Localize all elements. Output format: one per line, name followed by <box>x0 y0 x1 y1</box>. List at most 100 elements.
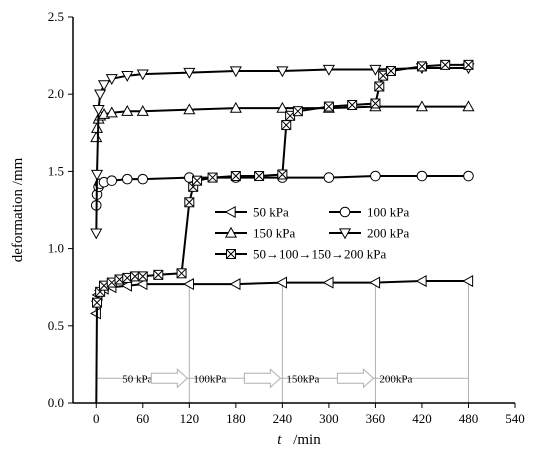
data-point <box>276 66 289 78</box>
series-layer <box>90 59 475 404</box>
legend-entry: 100 kPa <box>329 205 409 220</box>
marker-cross <box>277 169 288 180</box>
data-point <box>136 104 149 116</box>
legend-swatch-marker <box>226 249 236 259</box>
x-axis-title: t /min <box>277 432 321 448</box>
data-point <box>385 66 396 77</box>
data-point <box>277 169 288 180</box>
data-point <box>462 100 475 112</box>
data-point <box>323 101 334 112</box>
marker-cross <box>226 249 236 259</box>
x-tick-label: 120 <box>180 411 200 426</box>
y-tick-label: 1.0 <box>48 241 64 256</box>
marker-cross <box>440 60 451 70</box>
data-point <box>369 276 381 289</box>
data-point <box>415 100 428 112</box>
data-point <box>92 297 103 308</box>
data-point <box>230 171 241 182</box>
stage-arrow <box>150 368 189 389</box>
data-point <box>90 131 103 143</box>
data-point <box>192 175 203 186</box>
marker-cross <box>374 81 385 92</box>
marker-cross <box>417 61 427 72</box>
legend-label: 50 kPa <box>253 205 289 220</box>
axes: 0 60 120 180 240 300 360 420 480 540 0.0 0.5 1.0 1.5 2… <box>48 9 525 426</box>
data-point <box>229 101 242 113</box>
marker-cross <box>230 171 241 181</box>
legend-label: 200 kPa <box>367 226 409 241</box>
marker-cross <box>184 197 195 208</box>
y-tick-label: 2.5 <box>48 9 64 24</box>
marker-cross <box>153 269 164 280</box>
data-point <box>153 269 164 280</box>
marker-cross <box>192 175 202 186</box>
marker-cross <box>463 60 474 70</box>
data-point <box>183 67 196 79</box>
legend-swatch-marker <box>339 206 351 218</box>
marker-cross <box>176 268 187 279</box>
y-tick-label: 2.0 <box>48 86 64 101</box>
legend-entry: 200 kPa <box>329 226 409 241</box>
marker-cross <box>347 100 358 110</box>
marker-cross <box>281 120 292 130</box>
data-point <box>347 100 358 111</box>
x-tick-label: 60 <box>136 411 149 426</box>
legend-entry: 50 kPa <box>215 205 289 220</box>
data-point <box>90 169 104 181</box>
data-point <box>374 81 385 92</box>
marker-cross <box>207 172 218 183</box>
data-point <box>370 170 381 182</box>
data-point <box>415 274 427 288</box>
data-point <box>276 276 288 289</box>
stage-label: 150kPa <box>286 373 319 385</box>
legend-label: 100 kPa <box>367 205 409 220</box>
data-point <box>136 69 149 81</box>
data-point <box>229 278 241 291</box>
data-point <box>322 64 335 76</box>
data-point <box>94 89 107 101</box>
data-point <box>121 104 134 116</box>
y-tick-label: 0.0 <box>48 395 64 410</box>
data-point <box>462 274 474 288</box>
x-tick-label: 540 <box>505 411 525 426</box>
data-point <box>176 268 187 279</box>
data-point <box>323 172 335 183</box>
x-tick-label: 240 <box>273 411 293 426</box>
marker-cross <box>386 66 396 76</box>
data-point <box>137 173 149 185</box>
data-point <box>322 276 334 289</box>
data-point <box>121 173 133 185</box>
data-point <box>292 106 303 117</box>
marker-cross <box>92 297 102 308</box>
legend-box <box>211 198 440 266</box>
legend-swatch-marker <box>224 226 238 238</box>
data-point <box>254 171 265 182</box>
marker-cross <box>254 171 264 181</box>
data-point <box>463 59 474 70</box>
legend-entry: 150 kPa <box>215 226 295 241</box>
data-point <box>121 279 132 292</box>
legend-entry: 50→100→150→200 kPa <box>215 247 386 262</box>
y-tick-label: 1.5 <box>48 163 64 178</box>
data-point <box>137 271 148 282</box>
data-point <box>281 120 292 131</box>
x-tick-label: 180 <box>226 411 246 426</box>
data-point <box>440 59 451 70</box>
x-tick-label: 300 <box>319 411 339 426</box>
x-axis-unit: /min <box>293 432 321 448</box>
data-point <box>92 104 105 116</box>
marker-cross <box>137 271 148 282</box>
data-point <box>416 170 428 182</box>
data-point <box>229 66 242 78</box>
stage-arrow <box>243 368 282 389</box>
data-point <box>370 98 381 109</box>
series-5 <box>92 59 474 404</box>
x-tick-label: 0 <box>93 411 100 426</box>
x-tick-label: 360 <box>366 411 386 426</box>
data-point <box>90 121 104 133</box>
data-point <box>369 64 382 76</box>
series-2 <box>90 170 474 211</box>
data-point <box>106 175 118 186</box>
data-point <box>136 278 148 291</box>
